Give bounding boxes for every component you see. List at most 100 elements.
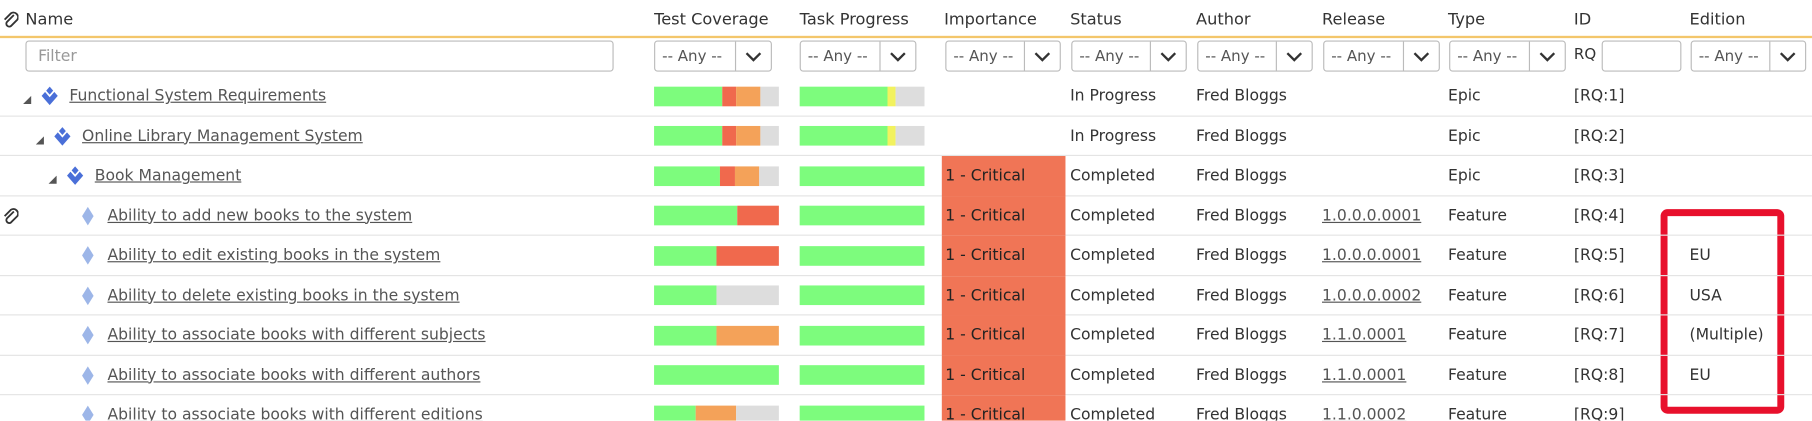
id-filter[interactable] [1601,40,1682,72]
dropdown-text: -- Any -- [1457,48,1518,66]
status: Completed [1070,166,1156,186]
id: [RQ:9] [1573,405,1625,421]
grid-row [0,236,1812,276]
coverage-segment [722,126,737,146]
id: [RQ:7] [1573,326,1625,345]
expand-arrow [48,171,58,189]
filter-dropdown[interactable]: -- Any -- [1323,40,1440,72]
column-header[interactable]: Test Coverage [654,10,769,29]
coverage-segment [736,86,761,107]
requirement-name[interactable]: Ability to delete existing books in the … [107,286,460,305]
author: Fred Bloggs [1196,326,1287,345]
progress-segment [799,86,888,107]
progress-segment [799,205,925,226]
requirement-name[interactable]: Functional System Requirements [69,86,327,106]
progress-segment [799,325,925,346]
id: [RQ:1] [1573,86,1625,106]
release[interactable]: 1.0.0.0.0002 [1322,286,1422,305]
status: In Progress [1070,126,1157,146]
filter-dropdown[interactable]: -- Any -- [654,40,772,72]
id: [RQ:6] [1573,286,1625,305]
type: Feature [1447,326,1507,345]
requirement-name[interactable]: Online Library Management System [82,126,363,146]
filter-dropdown[interactable]: -- Any -- [799,40,917,72]
feature-icon [81,205,95,230]
feature-icon [81,365,95,390]
feature-icon [81,245,95,270]
importance: 1 - Critical [945,366,1026,385]
author: Fred Bloggs [1196,366,1287,385]
column-header[interactable]: Edition [1689,10,1746,29]
requirement-name[interactable]: Ability to associate books with differen… [107,405,483,421]
filter-dropdown[interactable]: -- Any -- [1449,40,1566,72]
column-header[interactable]: Author [1196,10,1251,29]
author: Fred Bloggs [1196,166,1287,186]
feature-icon [81,405,95,421]
progress-segment [799,285,925,306]
id: [RQ:5] [1573,246,1625,265]
requirement-name[interactable]: Ability to associate books with differen… [107,366,481,385]
requirement-name[interactable]: Ability to associate books with differen… [107,326,486,345]
importance-cell [941,275,1066,316]
importance: 1 - Critical [945,405,1026,421]
id: [RQ:2] [1573,126,1625,146]
grid-row [0,355,1812,396]
type: Epic [1447,126,1481,146]
author: Fred Bloggs [1196,206,1287,226]
release[interactable]: 1.0.0.0.0001 [1322,246,1422,265]
id: [RQ:8] [1573,366,1625,385]
author: Fred Bloggs [1196,126,1287,146]
coverage-segment [654,285,717,306]
coverage-segment [736,405,779,421]
importance: 1 - Critical [945,246,1026,265]
coverage-segment [654,245,717,266]
release[interactable]: 1.1.0.0001 [1322,366,1407,385]
requirement-name[interactable]: Ability to add new books to the system [107,206,413,226]
dropdown-text: -- Any -- [1079,48,1140,66]
progress-segment [887,86,896,107]
column-header[interactable]: Name [25,10,74,29]
requirement-name[interactable]: Ability to edit existing books in the sy… [107,246,441,265]
author: Fred Bloggs [1196,405,1287,421]
status: In Progress [1070,86,1157,106]
coverage-segment [716,325,779,346]
column-header[interactable]: Importance [944,10,1037,29]
coverage-segment [737,205,779,226]
id: [RQ:3] [1573,166,1625,186]
release[interactable]: 1.1.0.0001 [1322,326,1407,345]
importance-cell [941,235,1066,276]
dropdown-text: -- Any -- [807,48,868,66]
type: Feature [1447,206,1507,226]
dropdown-chevron [1023,41,1060,71]
coverage-segment [760,86,779,107]
column-header[interactable]: Status [1070,10,1122,29]
dropdown-text: -- Any -- [662,48,723,66]
column-header[interactable]: ID [1573,10,1592,29]
requirement-name[interactable]: Book Management [94,166,242,186]
status: Completed [1070,366,1156,385]
dropdown-text: -- Any -- [1331,48,1392,66]
filter-dropdown[interactable]: -- Any -- [1690,40,1807,72]
grid-row [0,276,1812,316]
grid-row [0,116,1812,157]
type: Feature [1447,405,1507,421]
filter-dropdown[interactable]: -- Any -- [1071,40,1187,72]
filter-dropdown[interactable]: -- Any -- [945,40,1061,72]
filter-dropdown[interactable]: -- Any -- [1197,40,1313,72]
dropdown-chevron [1769,41,1805,71]
epic-icon [40,86,59,111]
dropdown-chevron [1275,41,1312,71]
dropdown-chevron [734,41,771,71]
coverage-segment [654,365,779,386]
progress-segment [799,126,888,146]
author: Fred Bloggs [1196,86,1287,106]
importance: 1 - Critical [945,286,1026,305]
column-header[interactable]: Task Progress [799,10,909,29]
name-filter[interactable]: Filter [25,40,614,72]
column-header[interactable]: Type [1447,10,1486,29]
column-header[interactable]: Release [1322,10,1386,29]
dropdown-chevron [879,41,915,71]
release[interactable]: 1.1.0.0002 [1322,405,1407,421]
author: Fred Bloggs [1196,286,1287,305]
release[interactable]: 1.0.0.0.0001 [1322,206,1422,226]
